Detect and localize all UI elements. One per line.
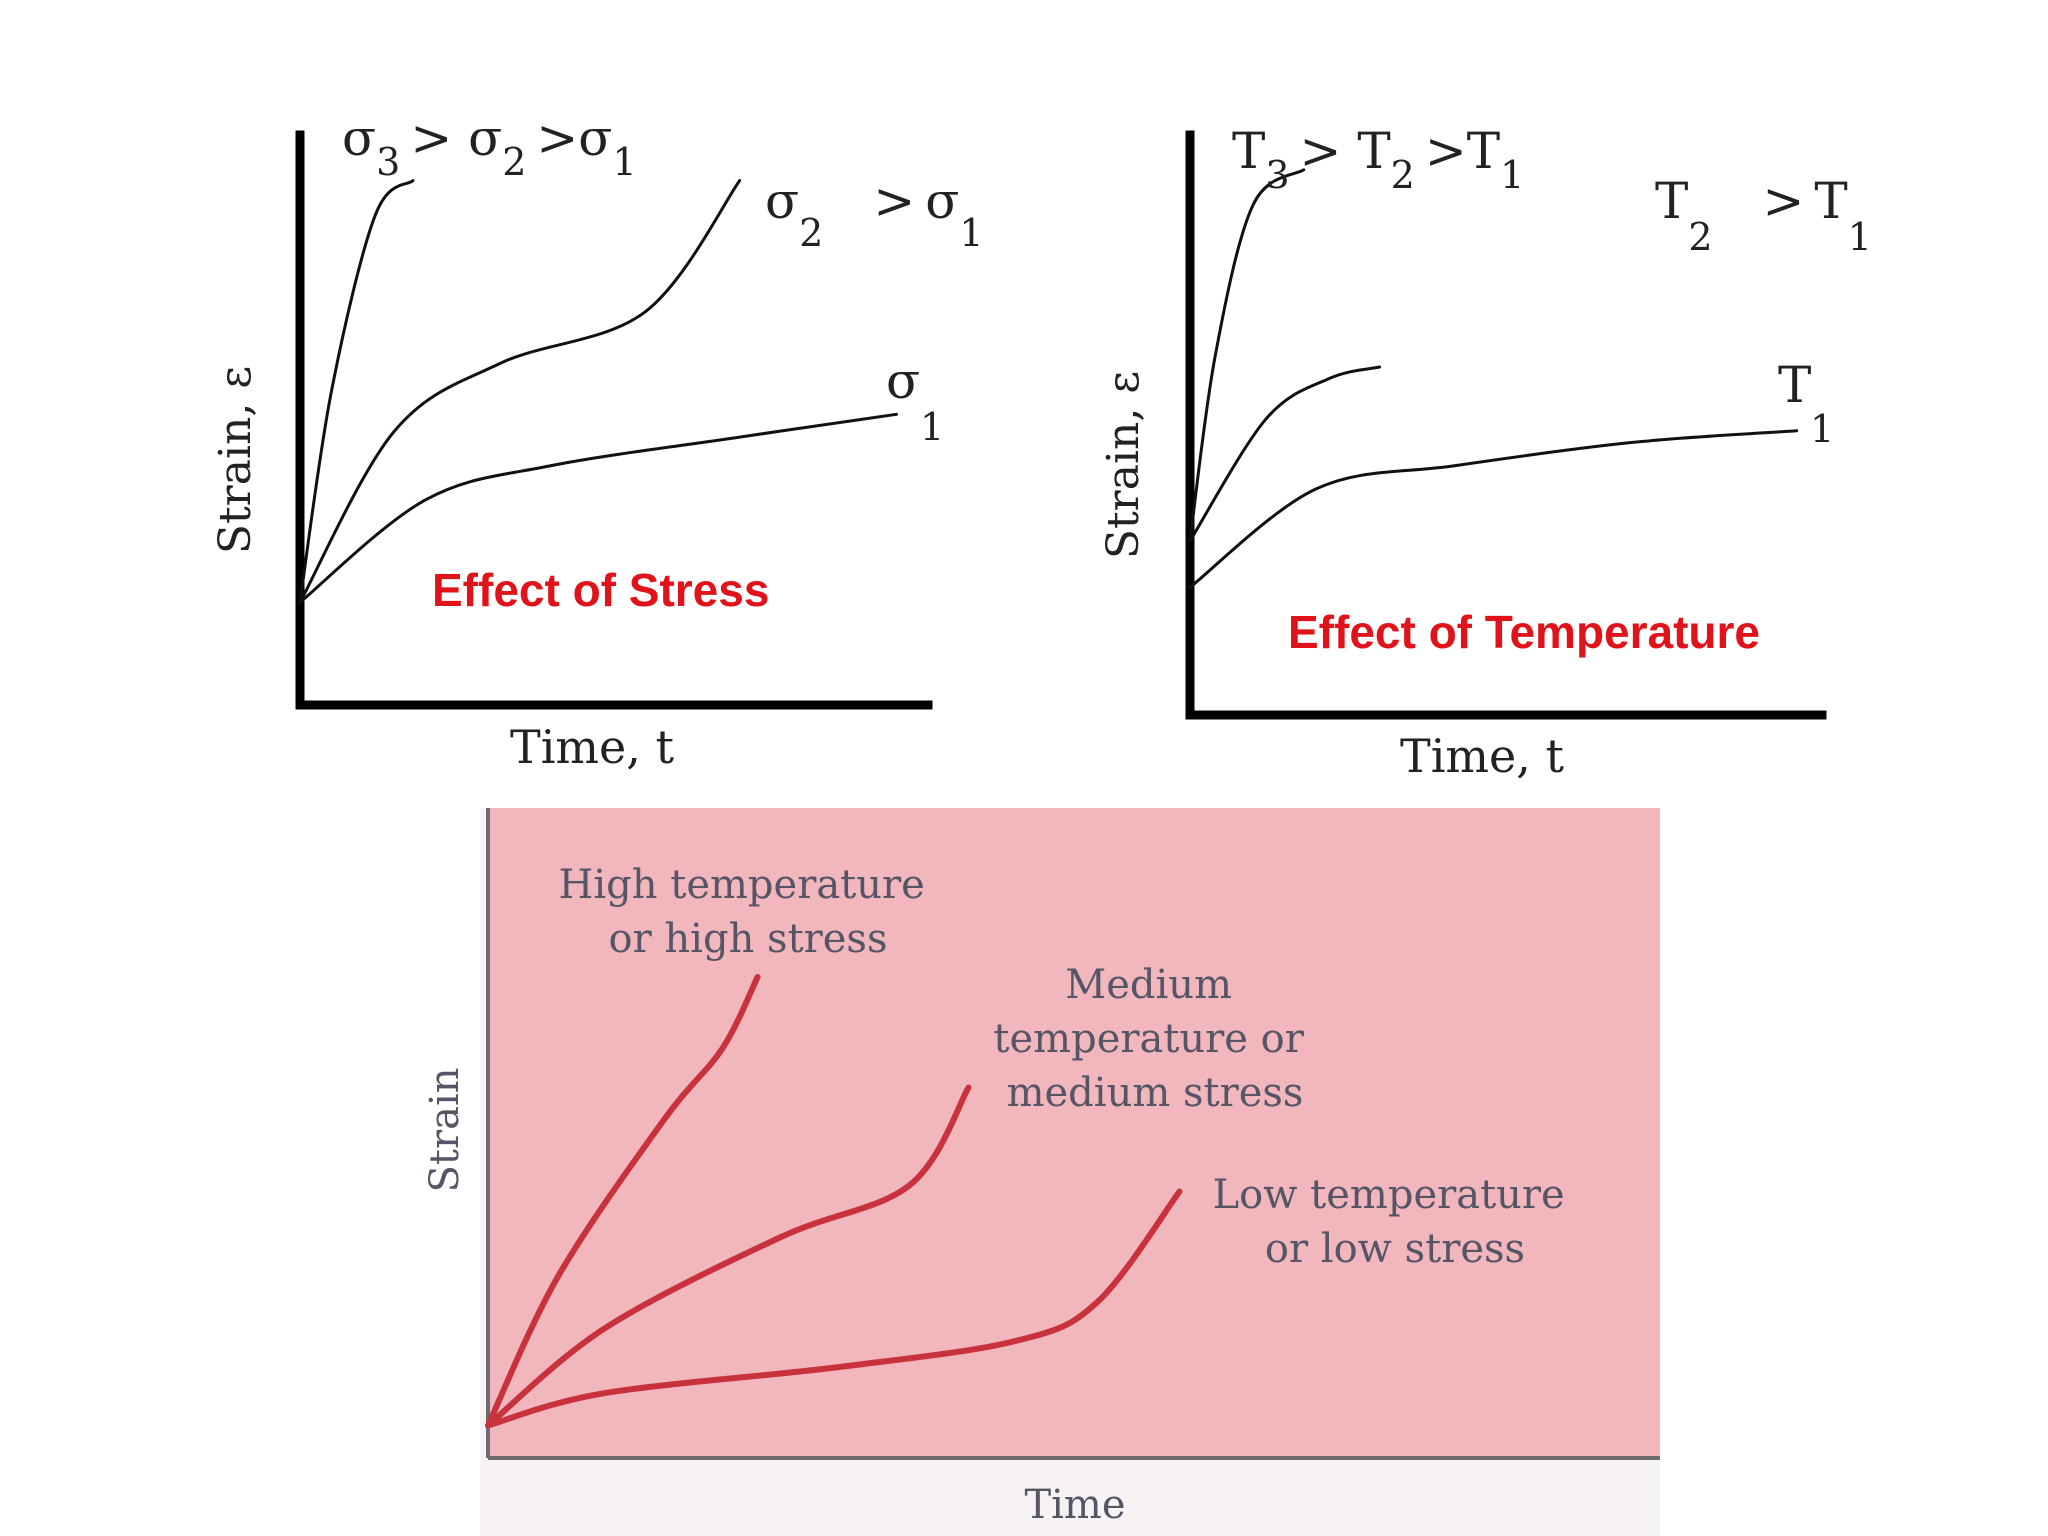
- pink-chart-y-axis-label: Strain: [422, 1068, 468, 1193]
- chart-1-series-1-curve: [298, 179, 415, 604]
- stress-y-axis-label: Strain, ε: [210, 366, 261, 554]
- stress-chart-title: Effect of Stress: [432, 564, 769, 616]
- high-curve-label: High temperature or high stress: [558, 862, 937, 962]
- stress-x-axis-label: Time, t: [510, 720, 674, 774]
- temperature-series-2-label: T2 > T1: [1655, 172, 1872, 259]
- chart-stress-temperature-combined: High temperature or high stress Medium t…: [422, 808, 1660, 1536]
- temperature-x-axis-label: Time, t: [1400, 729, 1564, 783]
- temperature-y-axis-label: Strain, ε: [1098, 371, 1149, 559]
- chart-1-series-2-curve: [298, 179, 742, 604]
- chart-3-series-2-curve: [485, 1084, 972, 1429]
- temperature-chart-title: Effect of Temperature: [1288, 606, 1760, 658]
- chart-2-series-3-curve: [1188, 429, 1799, 589]
- pink-chart-x-axis-label: Time: [1024, 1482, 1125, 1528]
- temperature-condition-label: T3 > T2 >T1: [1232, 122, 1524, 197]
- chart-3-series-1-curve: [485, 974, 761, 1429]
- low-curve-label: Low temperature or low stress: [1213, 1172, 1578, 1272]
- chart-2-series-2-curve: [1188, 365, 1382, 543]
- stress-series-1-label: σ1: [886, 352, 944, 449]
- pink-chart-plot-area: [488, 808, 1660, 1458]
- chart-1-series-3-curve: [298, 412, 899, 604]
- chart-3-series-3-curve: [485, 1188, 1183, 1429]
- chart-stress: σ3 > σ2 >σ1 σ2 > σ1 σ1 Effect of Stress …: [210, 109, 984, 774]
- chart-2-series-1-curve: [1188, 168, 1306, 543]
- stress-condition-label: σ3 > σ2 >σ1: [342, 109, 637, 184]
- medium-curve-label: Medium temperature or medium stress: [993, 962, 1316, 1116]
- stress-series-2-label: σ2 > σ1: [765, 172, 984, 255]
